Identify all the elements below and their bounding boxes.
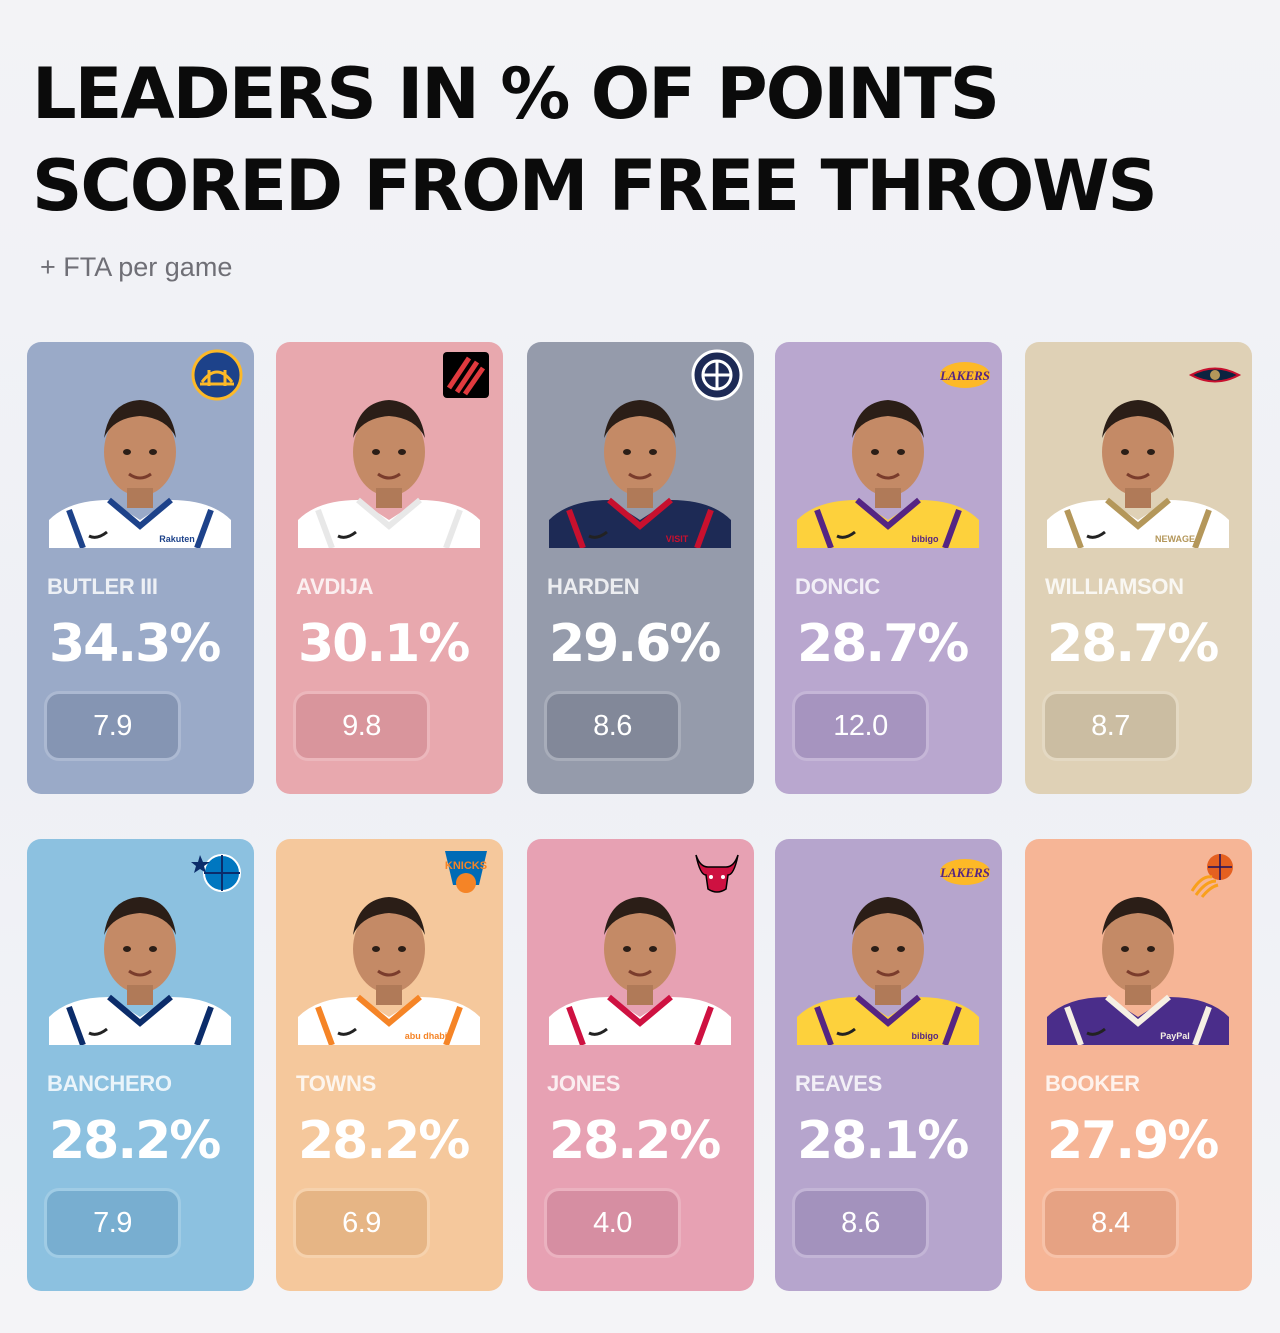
svg-text:bibigo: bibigo — [912, 1031, 939, 1041]
fta-per-game-badge: 8.6 — [795, 1191, 926, 1255]
magic-logo-icon — [190, 845, 244, 899]
lakers-logo-icon: LAKERS — [938, 845, 992, 899]
fta-per-game-badge: 12.0 — [795, 694, 926, 758]
fta-per-game-badge: 7.9 — [47, 694, 178, 758]
ft-points-percentage: 29.6% — [549, 614, 721, 674]
player-name: TOWNS — [296, 1071, 376, 1096]
ft-points-percentage: 28.2% — [549, 1111, 721, 1171]
player-photo: NEWAGE — [1047, 360, 1229, 548]
player-name: REAVES — [795, 1071, 883, 1096]
player-name: BANCHERO — [47, 1071, 172, 1096]
svg-text:LAKERS: LAKERS — [939, 368, 990, 383]
player-grid: Rakuten BUTLER III 34.3% 7.9 AVDIJA 30.1% 9.8 V… — [27, 342, 1252, 1292]
lakers-logo-icon: LAKERS — [938, 348, 992, 402]
svg-text:KNICKS: KNICKS — [445, 860, 487, 872]
fta-per-game-badge: 4.0 — [547, 1191, 678, 1255]
player-photo — [549, 857, 731, 1045]
clippers-logo-icon — [690, 348, 744, 402]
player-card: BANCHERO 28.2% 7.9 — [27, 839, 254, 1291]
ft-points-percentage: 28.2% — [49, 1111, 221, 1171]
player-photo: VISIT — [549, 360, 731, 548]
fta-per-game-badge: 7.9 — [47, 1191, 178, 1255]
svg-text:VISIT: VISIT — [666, 534, 689, 544]
player-photo: bibigo — [797, 857, 979, 1045]
svg-text:PayPal: PayPal — [1160, 1031, 1190, 1041]
player-name: WILLIAMSON — [1045, 574, 1184, 599]
pelicans-logo-icon — [1188, 348, 1242, 402]
trail-blazers-logo-icon — [439, 348, 493, 402]
suns-logo-icon — [1188, 845, 1242, 899]
ft-points-percentage: 30.1% — [298, 614, 470, 674]
player-card: Rakuten BUTLER III 34.3% 7.9 — [27, 342, 254, 794]
player-card: bibigo LAKERS REAVES 28.1% 8.6 — [775, 839, 1002, 1291]
fta-per-game-badge: 8.4 — [1045, 1191, 1176, 1255]
title-line-2: SCORED FROM FREE THROWS — [32, 145, 1158, 227]
player-card: bibigo LAKERS DONCIC 28.7% 12.0 — [775, 342, 1002, 794]
player-card: AVDIJA 30.1% 9.8 — [276, 342, 503, 794]
page-title: LEADERS IN % OF POINTS SCORED FROM FREE … — [32, 48, 1252, 232]
player-card: PayPal BOOKER 27.9% 8.4 — [1025, 839, 1252, 1291]
player-name: AVDIJA — [296, 574, 374, 599]
player-photo: PayPal — [1047, 857, 1229, 1045]
ft-points-percentage: 28.7% — [797, 614, 969, 674]
ft-points-percentage: 27.9% — [1047, 1111, 1219, 1171]
subtitle: + FTA per game — [40, 252, 233, 282]
svg-text:abu dhabi: abu dhabi — [405, 1031, 448, 1041]
player-photo — [49, 857, 231, 1045]
player-name: BUTLER III — [47, 574, 158, 599]
player-photo: abu dhabi — [298, 857, 480, 1045]
player-name: BOOKER — [1045, 1071, 1140, 1096]
fta-per-game-badge: 9.8 — [296, 694, 427, 758]
ft-points-percentage: 28.7% — [1047, 614, 1219, 674]
fta-per-game-badge: 6.9 — [296, 1191, 427, 1255]
player-photo: bibigo — [797, 360, 979, 548]
player-card: NEWAGE WILLIAMSON 28.7% 8.7 — [1025, 342, 1252, 794]
player-photo — [298, 360, 480, 548]
bulls-logo-icon — [690, 845, 744, 899]
svg-text:LAKERS: LAKERS — [939, 865, 990, 880]
player-name: DONCIC — [795, 574, 880, 599]
title-line-1: LEADERS IN % OF POINTS — [32, 53, 1000, 135]
knicks-logo-icon: KNICKS — [439, 845, 493, 899]
player-photo: Rakuten — [49, 360, 231, 548]
svg-text:bibigo: bibigo — [912, 534, 939, 544]
player-name: JONES — [547, 1071, 621, 1096]
player-card: abu dhabi KNICKS TOWNS 28.2% 6.9 — [276, 839, 503, 1291]
warriors-logo-icon — [190, 348, 244, 402]
ft-points-percentage: 34.3% — [49, 614, 221, 674]
player-name: HARDEN — [547, 574, 640, 599]
player-card: JONES 28.2% 4.0 — [527, 839, 754, 1291]
fta-per-game-badge: 8.7 — [1045, 694, 1176, 758]
svg-text:NEWAGE: NEWAGE — [1155, 534, 1195, 544]
svg-text:Rakuten: Rakuten — [159, 534, 195, 544]
ft-points-percentage: 28.1% — [797, 1111, 969, 1171]
player-card: VISIT HARDEN 29.6% 8.6 — [527, 342, 754, 794]
fta-per-game-badge: 8.6 — [547, 694, 678, 758]
ft-points-percentage: 28.2% — [298, 1111, 470, 1171]
